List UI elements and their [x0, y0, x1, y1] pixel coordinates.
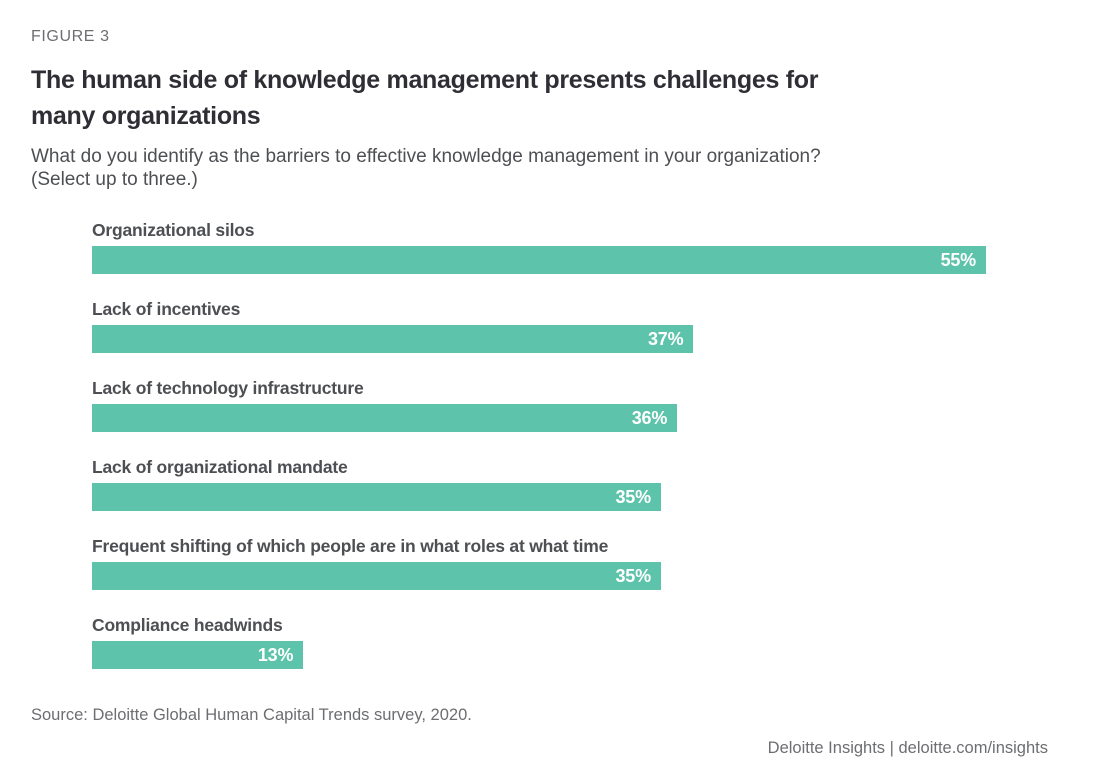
- bar: 37%: [92, 325, 694, 353]
- bar-value-label: 37%: [647, 328, 684, 349]
- bar: 13%: [92, 641, 304, 669]
- bar: 55%: [92, 246, 986, 274]
- figure-title-line-1: The human side of knowledge management p…: [31, 66, 819, 94]
- bar-row-lack-of-technology-infrastructure: Lack of technology infrastructure 36%: [92, 377, 986, 432]
- bar-track: 13%: [92, 641, 986, 669]
- figure-label: FIGURE 3: [31, 28, 110, 45]
- bar-track: 55%: [92, 246, 986, 274]
- bar-track: 35%: [92, 562, 986, 590]
- figure-title: The human side of knowledge management p…: [31, 62, 1048, 134]
- bar-value-label: 35%: [615, 486, 651, 507]
- bar-category-label: Organizational silos: [92, 220, 255, 240]
- bar: 35%: [92, 483, 661, 511]
- bar-track: 36%: [92, 404, 986, 432]
- bar-track: 35%: [92, 483, 986, 511]
- bar-category-label: Lack of incentives: [92, 299, 241, 319]
- bar-chart: Organizational silos 55% Lack of incenti…: [92, 219, 986, 669]
- bar: 35%: [92, 562, 661, 590]
- source-note: Source: Deloitte Global Human Capital Tr…: [31, 706, 472, 724]
- figure-title-line-2: many organizations: [31, 102, 261, 130]
- bar-row-lack-of-organizational-mandate: Lack of organizational mandate 35%: [92, 456, 986, 511]
- bar-value-label: 13%: [257, 644, 294, 665]
- footer-branding: Deloitte Insights | deloitte.com/insight…: [767, 739, 1048, 757]
- bar-value-label: 35%: [615, 565, 651, 586]
- bar-value-label: 36%: [631, 407, 668, 428]
- bar-row-lack-of-incentives: Lack of incentives 37%: [92, 298, 986, 353]
- figure-question-line-1: What do you identify as the barriers to …: [31, 146, 821, 167]
- bar-category-label: Frequent shifting of which people are in…: [92, 536, 609, 556]
- figure-question: What do you identify as the barriers to …: [31, 145, 1048, 191]
- bar-track: 37%: [92, 325, 986, 353]
- bar-row-compliance-headwinds: Compliance headwinds 13%: [92, 614, 986, 669]
- bar-category-label: Lack of technology infrastructure: [92, 378, 364, 398]
- figure-question-line-2: (Select up to three.): [31, 169, 198, 190]
- bar-value-label: 55%: [940, 249, 977, 270]
- bar-category-label: Compliance headwinds: [92, 615, 283, 635]
- bar-row-organizational-silos: Organizational silos 55%: [92, 219, 986, 274]
- bar-category-label: Lack of organizational mandate: [92, 457, 348, 477]
- bar-row-frequent-shifting-of-roles: Frequent shifting of which people are in…: [92, 535, 986, 590]
- bar: 36%: [92, 404, 678, 432]
